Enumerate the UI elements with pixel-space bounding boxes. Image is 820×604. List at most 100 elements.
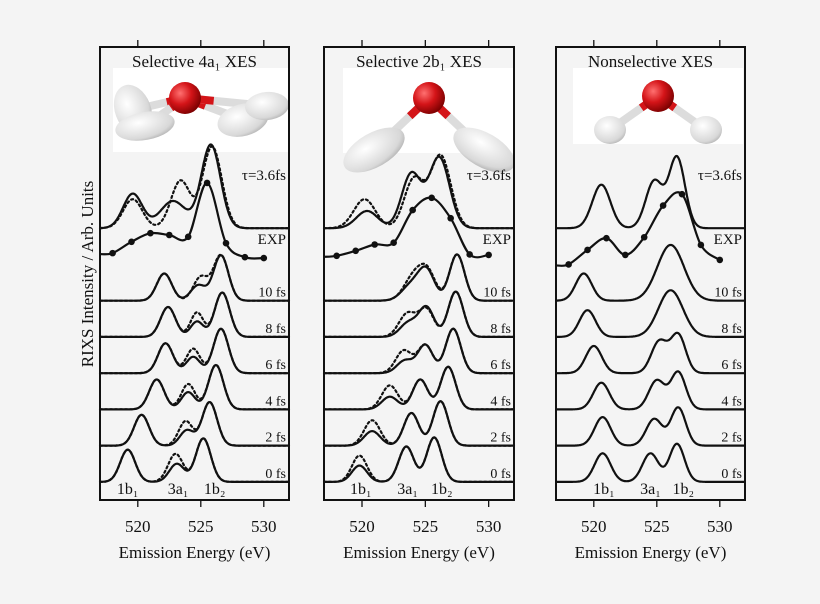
spectrum-solid-line xyxy=(100,143,289,230)
spectrum-solid-line xyxy=(324,290,514,338)
experiment-label: EXP xyxy=(483,232,511,248)
spectrum-label: τ=3.6fs xyxy=(242,168,286,184)
spectrum-solid-line xyxy=(324,400,514,447)
x-tick-label: 530 xyxy=(251,517,277,536)
x-axis-label: Emission Energy (eV) xyxy=(575,543,727,562)
experiment-point xyxy=(584,246,591,254)
x-tick-label: 525 xyxy=(413,517,439,536)
spectrum-solid-line xyxy=(324,436,514,483)
spectrum-label: 2 fs xyxy=(265,431,286,446)
spectrum-label: τ=3.6fs xyxy=(467,168,511,184)
x-tick-label: 520 xyxy=(349,517,375,536)
panel-frame xyxy=(99,46,290,501)
experiment-point xyxy=(447,214,454,222)
experiment-point xyxy=(659,202,667,209)
experiment-point xyxy=(109,249,116,257)
experiment-point xyxy=(716,256,724,264)
panels: 520 525 530 Emission Energy (eV) Selective 4… xyxy=(98,40,746,562)
spectrum-label: 0 fs xyxy=(721,467,742,482)
experiment-point xyxy=(203,179,211,187)
panel-1: 520 525 530 Emission Energy (eV) Selective 4… xyxy=(98,40,291,562)
panel-2: 520 525 530 Emission Energy (eV) Selective 2… xyxy=(322,40,516,562)
spectrum-solid-line xyxy=(100,327,289,375)
spectrum-label: 10 fs xyxy=(714,286,742,301)
panel-title: Selective 2b₁ XES xyxy=(356,52,482,71)
experiment-point xyxy=(260,254,268,262)
experiment-point xyxy=(678,190,686,198)
spectrum-solid-line xyxy=(100,437,289,483)
spectrum-solid-line xyxy=(100,400,289,447)
spectrum-solid-line xyxy=(556,289,745,338)
spectrum-solid-line xyxy=(324,365,514,411)
peak-label: 1b₂ xyxy=(204,481,226,498)
peak-label: 1b₂ xyxy=(431,481,453,498)
hydrogen-atom xyxy=(343,127,405,173)
x-tick-label: 520 xyxy=(125,517,151,536)
hydrogen-atom xyxy=(245,91,289,121)
x-tick-label: 525 xyxy=(188,517,214,536)
peak-label: 3a₁ xyxy=(168,481,189,498)
spectrum-label: 8 fs xyxy=(721,322,742,337)
spectrum-label: 4 fs xyxy=(265,394,286,409)
spectrum-label: 6 fs xyxy=(265,358,286,373)
experiment-point xyxy=(184,233,192,241)
x-tick-label: 530 xyxy=(476,517,502,536)
experiment-point xyxy=(222,239,230,247)
experiment-point xyxy=(371,241,378,248)
spectrum-solid-line xyxy=(100,291,289,338)
experiment-point xyxy=(466,251,473,258)
hydrogen-atom xyxy=(115,111,175,141)
experiment-point xyxy=(428,194,435,202)
spectrum-label: 4 fs xyxy=(721,394,742,409)
spectrum-solid-line xyxy=(556,406,745,447)
molecule-image xyxy=(113,68,289,152)
hydrogen-atom xyxy=(594,116,626,144)
panel-title: Selective 4a₁ XES xyxy=(132,52,257,71)
spectrum-solid-line xyxy=(324,155,514,230)
experiment-point xyxy=(166,231,173,239)
panel-frame xyxy=(323,46,515,501)
experiment-line xyxy=(323,196,489,259)
peak-label: 3a₁ xyxy=(640,481,661,498)
spectrum-label: 8 fs xyxy=(265,322,286,337)
spectrum-label: 0 fs xyxy=(490,467,511,482)
spectrum-label: 2 fs xyxy=(490,431,511,446)
experiment-point xyxy=(390,239,397,246)
spectrum-solid-line xyxy=(556,154,745,230)
spectrum-label: 6 fs xyxy=(721,358,742,373)
spectrum-label: 0 fs xyxy=(265,467,286,482)
spectrum-label: 8 fs xyxy=(490,322,511,337)
panel-title: Nonselective XES xyxy=(588,52,713,71)
spectrum-solid-line xyxy=(100,363,289,411)
experiment-point xyxy=(128,238,135,246)
experiment-line xyxy=(555,191,721,267)
oxygen-atom xyxy=(642,80,674,112)
experiment-point xyxy=(565,261,572,268)
experiment-point xyxy=(640,233,648,241)
experiment-point xyxy=(241,253,249,261)
experiment-label: EXP xyxy=(714,232,742,248)
hydrogen-atom xyxy=(453,127,515,173)
peak-label: 3a₁ xyxy=(397,481,418,498)
x-tick-label: 525 xyxy=(644,517,670,536)
experiment-point xyxy=(485,251,492,259)
oxygen-atom xyxy=(169,82,201,114)
panel-3: 520 525 530 Emission Energy (eV) Nonselectiv… xyxy=(555,40,746,562)
spectrum-solid-line xyxy=(556,243,745,302)
spectrum-label: 4 fs xyxy=(490,394,511,409)
spectrum-solid-line xyxy=(100,254,289,302)
peak-label: 1b₁ xyxy=(593,481,615,498)
experiment-point xyxy=(147,229,154,237)
hydrogen-atom xyxy=(690,116,722,144)
peak-label: 1b₁ xyxy=(350,481,372,498)
experiment-point xyxy=(409,206,416,214)
experiment-point xyxy=(697,241,705,249)
spectrum-solid-line xyxy=(556,331,745,375)
experiment-point xyxy=(333,252,340,260)
peak-label: 1b₂ xyxy=(672,481,694,498)
x-tick-label: 530 xyxy=(707,517,733,536)
spectrum-solid-line xyxy=(556,370,745,411)
spectrum-solid-line xyxy=(324,327,514,375)
experiment-label: EXP xyxy=(258,232,286,248)
